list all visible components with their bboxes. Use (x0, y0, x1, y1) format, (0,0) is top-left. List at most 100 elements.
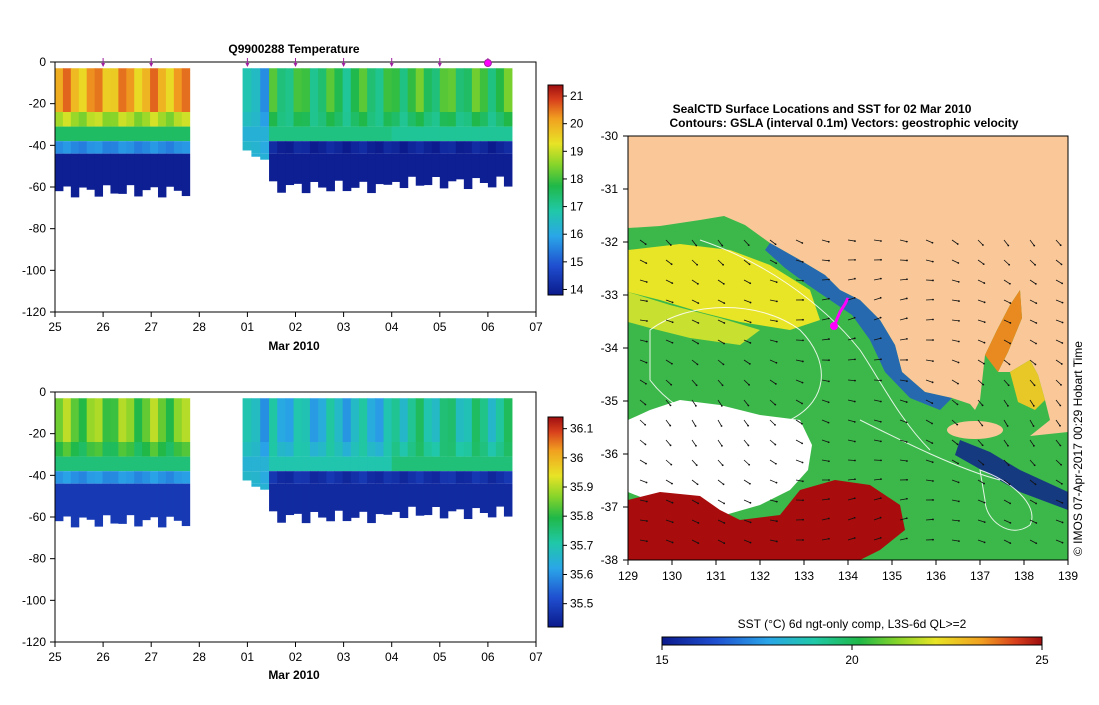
section-cell (432, 398, 441, 442)
section-cell (326, 68, 335, 112)
section-cell (182, 484, 190, 526)
section-cell (367, 457, 376, 472)
velocity-vector-head (646, 520, 648, 522)
section-cell (294, 398, 303, 442)
velocity-vector-head (646, 281, 648, 283)
section-cell (496, 471, 505, 484)
section-cell (416, 68, 425, 112)
x-tick-label: 03 (337, 320, 351, 334)
section-cell (285, 398, 294, 442)
velocity-vector-head (645, 262, 647, 264)
section-cell (375, 457, 384, 472)
section-cell (95, 112, 103, 127)
temperature-panel-title: Q9900288 Temperature (228, 42, 360, 56)
section-cell (294, 154, 303, 184)
section-cell (158, 141, 166, 154)
lon-tick-label: 132 (750, 569, 770, 583)
velocity-vector-head (723, 343, 725, 345)
section-cell (408, 68, 417, 112)
section-cell (150, 457, 158, 472)
velocity-vector-head (906, 380, 908, 382)
section-cell (243, 112, 252, 127)
section-cell (408, 154, 417, 177)
section-cell (488, 112, 497, 127)
section-cell (150, 471, 158, 484)
section-cell (150, 141, 158, 154)
section-cell (400, 112, 409, 127)
section-cell (103, 457, 111, 472)
section-cell (63, 68, 71, 112)
y-tick-label: -20 (29, 427, 47, 441)
section-cell (182, 471, 190, 484)
x-tick-label: 07 (529, 320, 543, 334)
velocity-vector-head (750, 542, 752, 544)
section-cell (126, 154, 134, 185)
velocity-vector-head (776, 501, 778, 503)
section-cell (448, 484, 457, 512)
section-cell (110, 398, 118, 442)
velocity-vector-head (958, 540, 960, 542)
section-cell (504, 457, 513, 472)
velocity-vector-head (721, 405, 723, 407)
section-cell (432, 68, 441, 112)
velocity-vector-head (932, 299, 934, 301)
section-cell (243, 68, 252, 112)
salinity-colorbar (548, 417, 563, 627)
section-cell (158, 442, 166, 457)
section-cell (142, 398, 150, 442)
section-cell (166, 484, 174, 517)
section-cell (63, 141, 71, 154)
section-cell (95, 471, 103, 484)
section-cell (504, 127, 513, 142)
velocity-vector-head (1035, 364, 1037, 366)
velocity-vector-head (749, 263, 751, 265)
section-cell (142, 471, 150, 484)
section-cell (71, 398, 79, 442)
section-cell (103, 471, 111, 484)
velocity-vector-head (695, 445, 697, 447)
section-cell (71, 141, 79, 154)
colorbar-tick-label: 35.8 (570, 509, 594, 523)
section-cell (118, 154, 126, 194)
velocity-vector-head (723, 483, 725, 485)
profile-marker-head (438, 63, 442, 67)
velocity-vector-head (1009, 302, 1011, 304)
velocity-vector-head (1035, 542, 1037, 544)
section-cell (351, 471, 360, 484)
section-cell (269, 471, 278, 484)
velocity-vector-head (776, 300, 778, 302)
velocity-vector-head (802, 539, 804, 541)
section-cell (126, 141, 134, 154)
velocity-vector-head (932, 242, 934, 244)
lat-tick-label: -36 (601, 447, 619, 461)
sst-colorbar-tick-label: 25 (1035, 653, 1049, 667)
section-cell (166, 457, 174, 472)
velocity-vector-head (670, 404, 672, 406)
section-cell (351, 442, 360, 457)
section-cell (375, 471, 384, 484)
section-cell (504, 68, 513, 112)
velocity-vector-head (747, 425, 749, 427)
velocity-vector-head (906, 298, 908, 300)
section-cell (126, 484, 134, 515)
section-cell (432, 141, 441, 154)
section-cell (251, 127, 260, 142)
velocity-vector-head (906, 421, 908, 423)
section-cell (432, 442, 441, 457)
velocity-vector-head (671, 282, 673, 284)
section-cell (294, 141, 303, 154)
velocity-vector-head (672, 542, 674, 544)
section-cell (55, 398, 63, 442)
velocity-vector-head (854, 317, 856, 319)
section-cell (424, 471, 433, 484)
section-cell (243, 442, 252, 457)
section-cell (158, 484, 166, 528)
section-cell (158, 112, 166, 127)
section-cell (359, 68, 368, 112)
section-cell (488, 398, 497, 442)
velocity-vector-head (880, 240, 882, 242)
lat-tick-label: -35 (601, 394, 619, 408)
section-cell (496, 141, 505, 154)
